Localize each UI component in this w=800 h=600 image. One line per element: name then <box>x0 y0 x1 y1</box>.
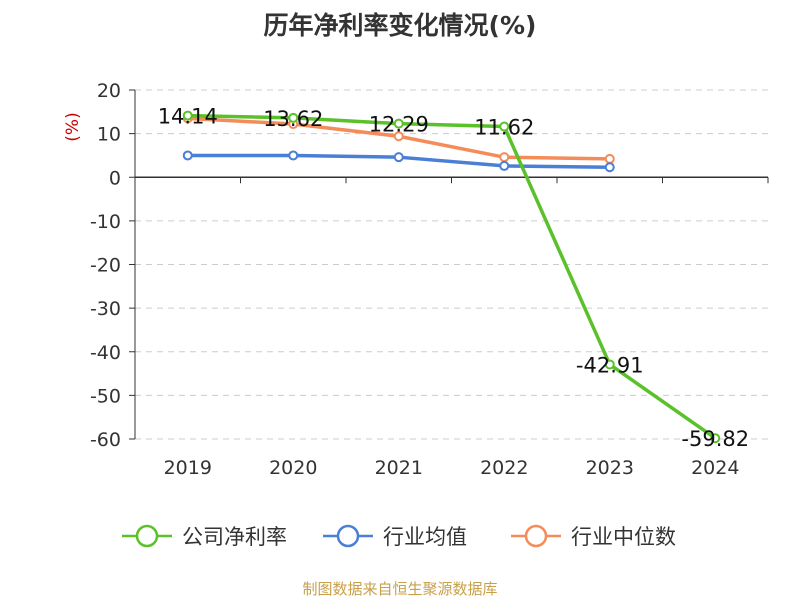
data-point <box>710 433 721 444</box>
chart-title: 历年净利率变化情况(%) <box>263 11 537 40</box>
x-tick-label: 2019 <box>164 457 212 479</box>
data-label: -59.82 <box>681 427 749 451</box>
data-point <box>288 150 299 161</box>
data-point <box>393 152 404 163</box>
y-tick-label: -10 <box>90 211 121 233</box>
y-axis-label: (%) <box>63 112 83 141</box>
legend-marker <box>336 524 360 548</box>
data-point <box>604 162 615 173</box>
grid-lines <box>135 89 768 440</box>
data-point <box>182 150 193 161</box>
data-point <box>499 152 510 163</box>
x-tick-label: 2023 <box>586 457 634 479</box>
series-line-1 <box>187 113 717 440</box>
data-label: -42.91 <box>576 353 644 377</box>
data-point <box>288 112 299 123</box>
data-point <box>604 359 615 370</box>
data-labels: 14.14 13.62 12.29 11.62 -42.91 -59.82 <box>158 105 749 452</box>
legend-label: 公司净利率 <box>182 525 287 549</box>
legend: 公司净利率 行业均值 行业中位数 <box>122 524 676 549</box>
legend-marker <box>135 524 159 548</box>
y-tick-label: -60 <box>90 429 121 451</box>
source-note: 制图数据来自恒生聚源数据库 <box>302 580 498 598</box>
legend-label: 行业中位数 <box>571 525 676 549</box>
x-tick-label: 2022 <box>480 457 528 479</box>
data-point <box>182 110 193 121</box>
y-tick-label: 0 <box>109 167 121 189</box>
y-tick-label: -50 <box>90 385 121 407</box>
x-tick-label: 2020 <box>269 457 317 479</box>
data-label: 14.14 <box>158 105 218 129</box>
legend-label: 行业均值 <box>383 525 467 549</box>
y-tick-label: -20 <box>90 255 121 277</box>
series-lines <box>182 110 721 444</box>
data-point <box>499 160 510 171</box>
data-point <box>604 153 615 164</box>
y-tick-label: 20 <box>97 80 121 102</box>
x-tick-label: 2021 <box>375 457 423 479</box>
data-point <box>499 121 510 132</box>
y-tick-label: -30 <box>90 298 121 320</box>
y-tick-label: 10 <box>97 124 121 146</box>
data-point <box>393 118 404 129</box>
y-tick-label: -40 <box>90 342 121 364</box>
data-label: 13.62 <box>263 107 323 131</box>
data-label: 12.29 <box>369 113 429 137</box>
data-point <box>393 131 404 142</box>
axes: 20 10 0 -10 -20 -30 -40 -50 -60 (%) 2019 2020 2021 20… <box>63 80 769 479</box>
x-tick-label: 2024 <box>691 457 739 479</box>
data-label: 11.62 <box>474 116 534 140</box>
legend-marker <box>524 524 548 548</box>
